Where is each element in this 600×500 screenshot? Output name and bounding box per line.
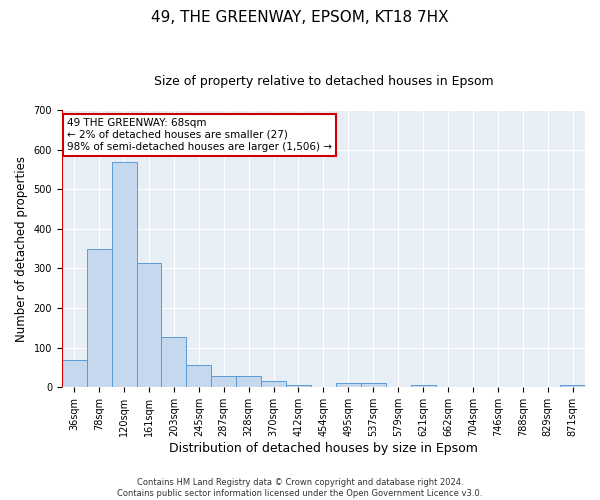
- Y-axis label: Number of detached properties: Number of detached properties: [15, 156, 28, 342]
- Bar: [560, 386, 585, 388]
- Bar: [286, 386, 311, 388]
- Bar: [261, 382, 286, 388]
- X-axis label: Distribution of detached houses by size in Epsom: Distribution of detached houses by size …: [169, 442, 478, 455]
- Bar: [236, 376, 261, 388]
- Bar: [361, 384, 386, 388]
- Text: Contains HM Land Registry data © Crown copyright and database right 2024.
Contai: Contains HM Land Registry data © Crown c…: [118, 478, 482, 498]
- Bar: [187, 365, 211, 388]
- Bar: [112, 162, 137, 388]
- Bar: [62, 360, 86, 388]
- Bar: [161, 336, 187, 388]
- Bar: [410, 386, 436, 388]
- Text: 49 THE GREENWAY: 68sqm
← 2% of detached houses are smaller (27)
98% of semi-deta: 49 THE GREENWAY: 68sqm ← 2% of detached …: [67, 118, 332, 152]
- Bar: [336, 384, 361, 388]
- Title: Size of property relative to detached houses in Epsom: Size of property relative to detached ho…: [154, 75, 493, 88]
- Bar: [211, 376, 236, 388]
- Text: 49, THE GREENWAY, EPSOM, KT18 7HX: 49, THE GREENWAY, EPSOM, KT18 7HX: [151, 10, 449, 25]
- Bar: [137, 264, 161, 388]
- Bar: [86, 248, 112, 388]
